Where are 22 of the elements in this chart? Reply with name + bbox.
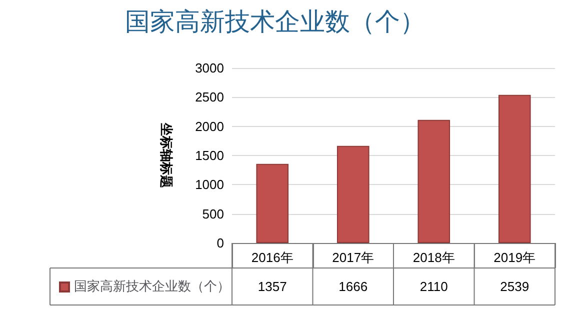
y-tick-label: 1000 [195,177,224,192]
bar [498,94,531,243]
data-label: 1357 [258,279,287,294]
bar [256,164,289,243]
x-tick-label: 2017年 [332,250,374,265]
y-tick-label: 1500 [195,148,224,163]
y-tick-label: 500 [202,206,224,222]
y-tick-label: 2000 [195,118,224,134]
data-label: 2539 [500,279,530,294]
y-axis-title: 坐标轴标题 [158,122,174,188]
chart-title: 国家高新技术企业数（个） [125,7,425,36]
bar [418,120,450,243]
y-tick-label: 3000 [195,60,224,76]
data-label: 2110 [420,279,448,294]
x-tick-label: 2016年 [251,250,294,265]
data-label: 1666 [338,279,368,294]
bar [336,146,370,243]
x-tick-label: 2019年 [494,250,536,265]
y-tick-label: 2500 [195,90,224,105]
x-tick-label: 2018年 [412,250,455,265]
y-tick-label: 0 [216,236,224,250]
legend-label: 国家高新技术企业数（个） [74,278,230,294]
